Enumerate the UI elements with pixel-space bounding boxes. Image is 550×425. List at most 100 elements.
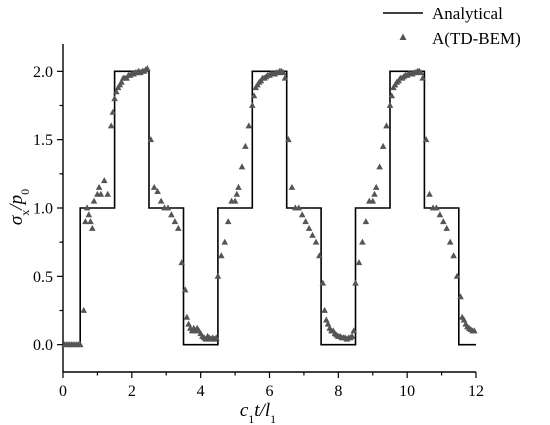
x-tick-label: 0 <box>59 383 67 400</box>
td-bem-point <box>224 218 232 225</box>
td-bem-point <box>350 327 358 334</box>
td-bem-point <box>417 69 425 76</box>
td-bem-point <box>104 190 111 197</box>
td-bem-point <box>83 204 91 211</box>
td-bem-point <box>82 218 89 225</box>
td-bem-point <box>113 88 120 95</box>
td-bem-point <box>388 92 395 99</box>
legend-label-analytical: Analytical <box>432 4 503 23</box>
td-bem-point <box>433 204 440 211</box>
legend-marker-td-bem <box>399 33 407 40</box>
td-bem-point <box>281 74 289 81</box>
y-tick-label: 0.0 <box>33 337 53 354</box>
x-axis: 0 2 4 6 8 10 12 <box>59 372 484 400</box>
td-bem-point <box>471 327 478 334</box>
plot-frame <box>62 44 476 373</box>
td-bem-series <box>61 65 478 348</box>
td-bem-point <box>107 122 115 129</box>
td-bem-point <box>309 231 316 238</box>
x-tick-label: 6 <box>266 383 274 400</box>
td-bem-point <box>352 279 359 286</box>
td-bem-point <box>453 272 461 279</box>
td-bem-point <box>305 224 313 231</box>
td-bem-point <box>288 183 296 190</box>
td-bem-point <box>164 204 172 211</box>
td-bem-point <box>87 218 94 225</box>
td-bem-point <box>111 95 118 102</box>
td-bem-point <box>245 122 253 129</box>
td-bem-point <box>450 252 457 259</box>
td-bem-point <box>443 224 450 231</box>
td-bem-point <box>295 204 303 211</box>
td-bem-point <box>90 197 98 204</box>
td-bem-point <box>369 197 377 204</box>
y-axis-title: σx/p0 <box>6 189 32 225</box>
td-bem-point <box>171 218 179 225</box>
td-bem-point <box>371 190 378 197</box>
td-bem-point <box>157 197 165 204</box>
x-axis-title: c1t/l1 <box>240 400 276 425</box>
td-bem-point <box>383 122 390 129</box>
td-bem-point <box>80 306 87 313</box>
td-bem-point <box>372 183 380 190</box>
td-bem-point <box>144 65 151 71</box>
td-bem-point <box>359 238 366 245</box>
td-bem-point <box>76 341 84 348</box>
td-bem-point <box>178 259 185 266</box>
legend-label-td-bem: A(TD-BEM) <box>432 29 521 48</box>
td-bem-point <box>426 190 433 197</box>
td-bem-point <box>238 163 246 170</box>
td-bem-point <box>183 313 191 320</box>
td-bem-point <box>89 224 96 231</box>
td-bem-point <box>436 211 444 218</box>
y-tick-label: 0.5 <box>33 269 53 286</box>
y-axis: 0.0 0.5 1.0 1.5 2.0 <box>33 64 63 354</box>
td-bem-point <box>298 211 306 218</box>
x-tick-label: 8 <box>334 383 342 400</box>
td-bem-point <box>175 224 182 231</box>
td-bem-point <box>323 316 330 323</box>
td-bem-point <box>109 108 117 115</box>
td-bem-point <box>280 69 287 76</box>
td-bem-point <box>233 190 241 197</box>
td-bem-point <box>235 183 242 190</box>
td-bem-point <box>218 252 225 259</box>
td-bem-point <box>147 136 155 143</box>
td-bem-point <box>95 183 103 190</box>
td-bem-point <box>97 190 105 197</box>
td-bem-point <box>348 332 356 339</box>
td-bem-point <box>231 197 239 204</box>
td-bem-point <box>379 142 387 149</box>
td-bem-point <box>302 218 309 225</box>
analytical-series <box>63 70 476 346</box>
td-bem-point <box>150 183 158 190</box>
td-bem-point <box>312 238 320 245</box>
td-bem-point <box>355 259 363 266</box>
td-bem-point <box>212 334 220 341</box>
td-bem-point <box>376 163 383 170</box>
td-bem-point <box>168 211 175 218</box>
td-bem-point <box>214 272 222 279</box>
analytical-line <box>63 70 476 346</box>
td-bem-point <box>386 101 394 108</box>
td-bem-point <box>419 74 426 81</box>
td-bem-point <box>101 177 108 184</box>
td-bem-point <box>221 238 229 245</box>
td-bem-point <box>321 306 328 313</box>
td-bem-point <box>250 92 258 99</box>
td-bem-point <box>440 218 447 225</box>
x-tick-label: 10 <box>399 383 415 400</box>
td-bem-point <box>185 320 192 327</box>
td-bem-point <box>285 136 292 143</box>
td-bem-point <box>446 238 454 245</box>
y-tick-label: 2.0 <box>33 64 53 81</box>
td-bem-point <box>118 78 125 85</box>
td-bem-point <box>319 279 327 286</box>
td-bem-point <box>422 136 430 143</box>
x-tick-label: 2 <box>128 383 136 400</box>
td-bem-point <box>181 286 189 293</box>
x-tick-label: 12 <box>468 383 484 400</box>
x-tick-label: 4 <box>197 383 205 400</box>
y-tick-label: 1.0 <box>33 201 53 218</box>
